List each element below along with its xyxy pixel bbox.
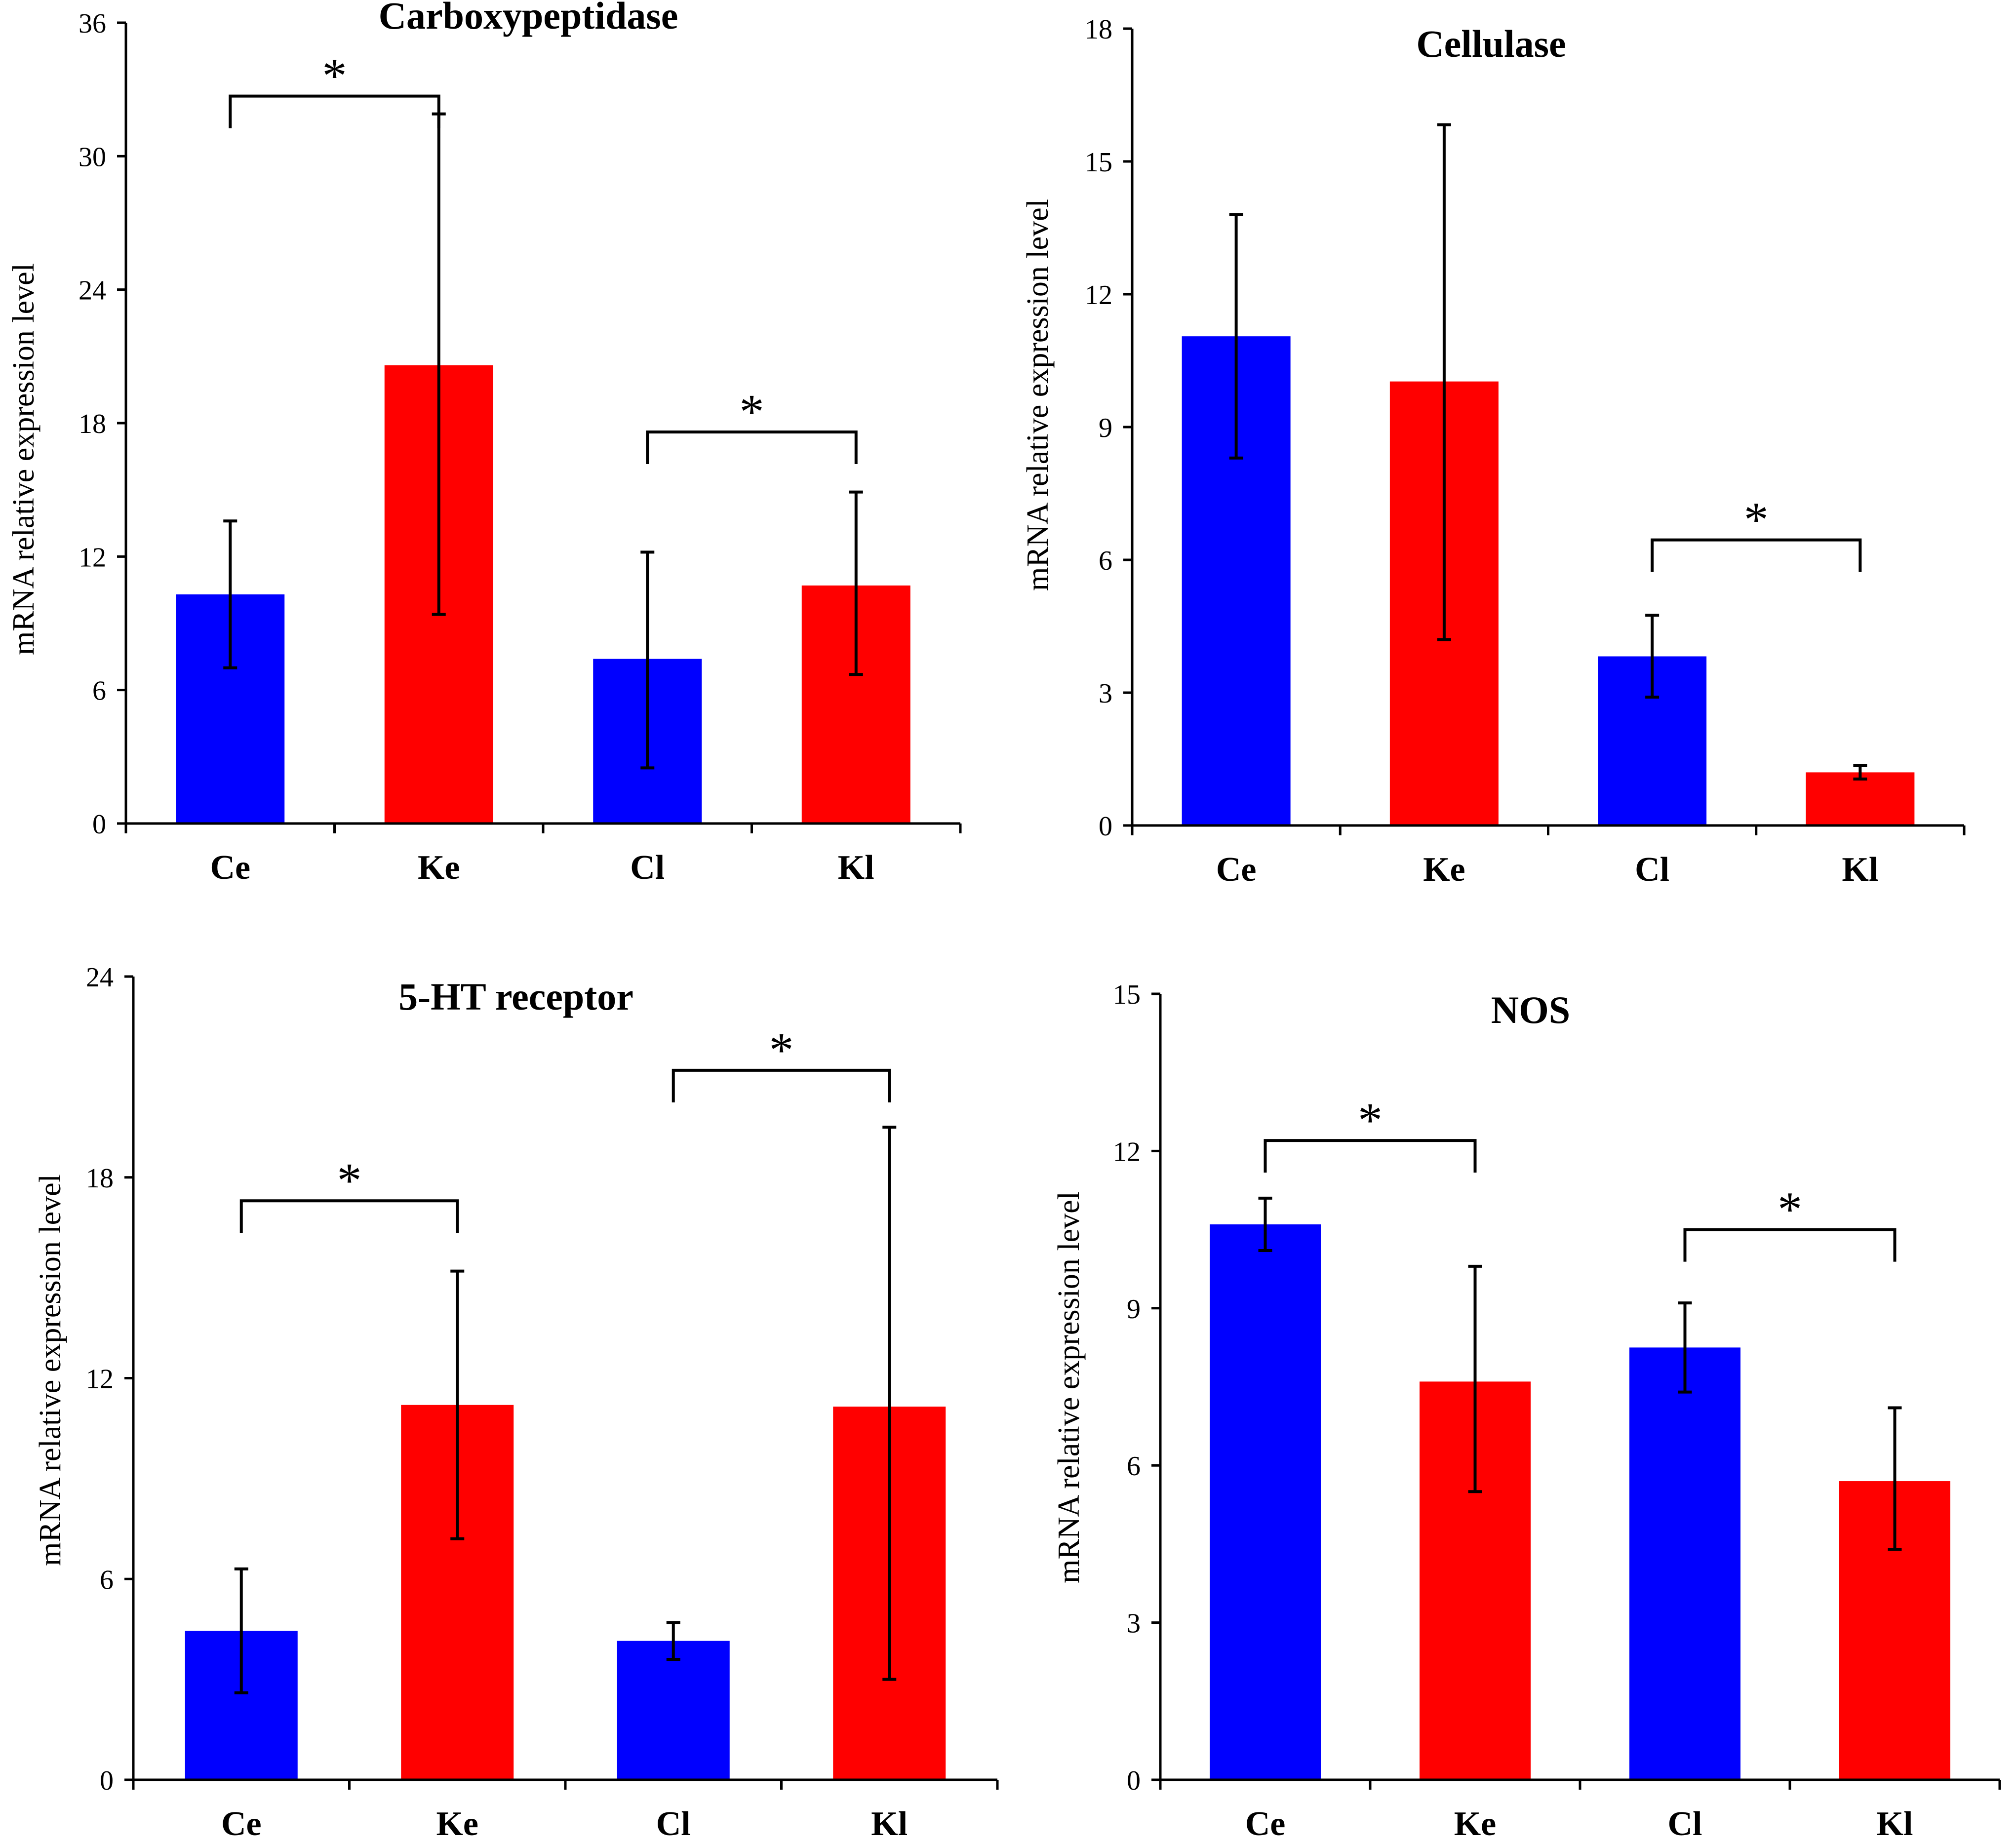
y-tick-label: 0 [1127, 1765, 1141, 1796]
x-tick-label-cl: Cl [1635, 851, 1669, 889]
significance-star: * [1358, 1093, 1383, 1147]
significance-bracket [1264, 1139, 1477, 1173]
y-tick-label: 30 [79, 142, 106, 172]
x-tick-label-kl: Kl [1842, 851, 1878, 889]
y-tick-label: 24 [86, 962, 114, 993]
y-axis-label: mRNA relative expression level [1021, 199, 1055, 591]
y-tick-label: 9 [1127, 1294, 1141, 1325]
bar-cl [1629, 1347, 1740, 1780]
bar-cl [617, 1641, 730, 1780]
significance-bracket [646, 431, 858, 465]
significance-bracket [672, 1068, 891, 1102]
y-tick-label: 12 [1085, 280, 1112, 311]
panel-cellulase: Cellulase mRNA relative expression level… [1021, 14, 1966, 889]
x-tick-label-kl: Kl [871, 1805, 908, 1842]
x-tick-label-ce: Ce [1245, 1805, 1286, 1842]
y-tick-label: 18 [79, 409, 106, 439]
significance-star: * [337, 1153, 362, 1208]
x-tick-label-kl: Kl [1877, 1805, 1913, 1842]
x-tick-label-cl: Cl [630, 849, 665, 887]
significance-bracket [229, 94, 440, 128]
y-tick-label: 36 [79, 8, 106, 39]
y-tick-label: 6 [1099, 546, 1112, 576]
panel-carboxypeptidase: Carboxypeptidase mRNA relative expressio… [7, 0, 962, 887]
significance-star: * [1744, 492, 1769, 547]
y-axis-label: mRNA relative expression level [34, 1174, 67, 1566]
y-tick-label: 12 [79, 542, 106, 573]
chart-title: Carboxypeptidase [379, 0, 678, 37]
y-axis-label: mRNA relative expression level [1052, 1191, 1086, 1583]
y-tick-label: 0 [1099, 811, 1112, 842]
y-axis-label: mRNA relative expression level [7, 263, 40, 655]
x-tick-label-ke: Ke [418, 849, 460, 887]
x-tick-label-cl: Cl [1668, 1805, 1702, 1842]
y-tick-label: 6 [92, 676, 106, 706]
chart-title: 5-HT receptor [398, 975, 633, 1018]
panel-5ht-receptor: 5-HT receptor mRNA relative expression l… [34, 962, 999, 1842]
significance-bracket [1651, 538, 1862, 572]
chart-title: Cellulase [1416, 22, 1566, 65]
y-tick-label: 24 [79, 275, 106, 306]
y-tick-label: 18 [86, 1163, 114, 1194]
y-tick-label: 3 [1127, 1608, 1141, 1639]
y-tick-label: 0 [92, 809, 106, 840]
x-tick-label-ke: Ke [436, 1805, 478, 1842]
x-tick-label-ce: Ce [210, 849, 250, 887]
y-tick-label: 12 [1113, 1137, 1141, 1167]
y-tick-label: 9 [1099, 413, 1112, 443]
significance-star: * [769, 1022, 794, 1077]
significance-bracket [239, 1199, 459, 1233]
x-tick-label-kl: Kl [838, 849, 874, 887]
y-tick-label: 12 [86, 1364, 114, 1395]
y-tick-label: 15 [1113, 980, 1141, 1010]
significance-star: * [1778, 1182, 1802, 1237]
y-tick-label: 6 [1127, 1451, 1141, 1482]
significance-star: * [322, 48, 347, 103]
panel-nos: NOS mRNA relative expression level 0 3 6 9 1… [1052, 980, 2001, 1842]
y-tick-label: 6 [100, 1565, 114, 1595]
x-tick-label-ke: Ke [1423, 851, 1465, 889]
bar-kl [1806, 772, 1915, 825]
chart-title: NOS [1491, 988, 1570, 1031]
x-tick-label-ce: Ce [1216, 851, 1257, 889]
y-tick-label: 0 [100, 1765, 114, 1796]
bar-ce [1210, 1224, 1321, 1780]
x-tick-label-cl: Cl [656, 1805, 691, 1842]
x-tick-label-ce: Ce [221, 1805, 262, 1842]
x-tick-label-ke: Ke [1454, 1805, 1497, 1842]
y-tick-label: 3 [1099, 678, 1112, 709]
y-tick-label: 15 [1085, 147, 1112, 178]
significance-star: * [740, 384, 764, 439]
significance-bracket [1683, 1228, 1897, 1262]
y-tick-label: 18 [1085, 14, 1112, 45]
